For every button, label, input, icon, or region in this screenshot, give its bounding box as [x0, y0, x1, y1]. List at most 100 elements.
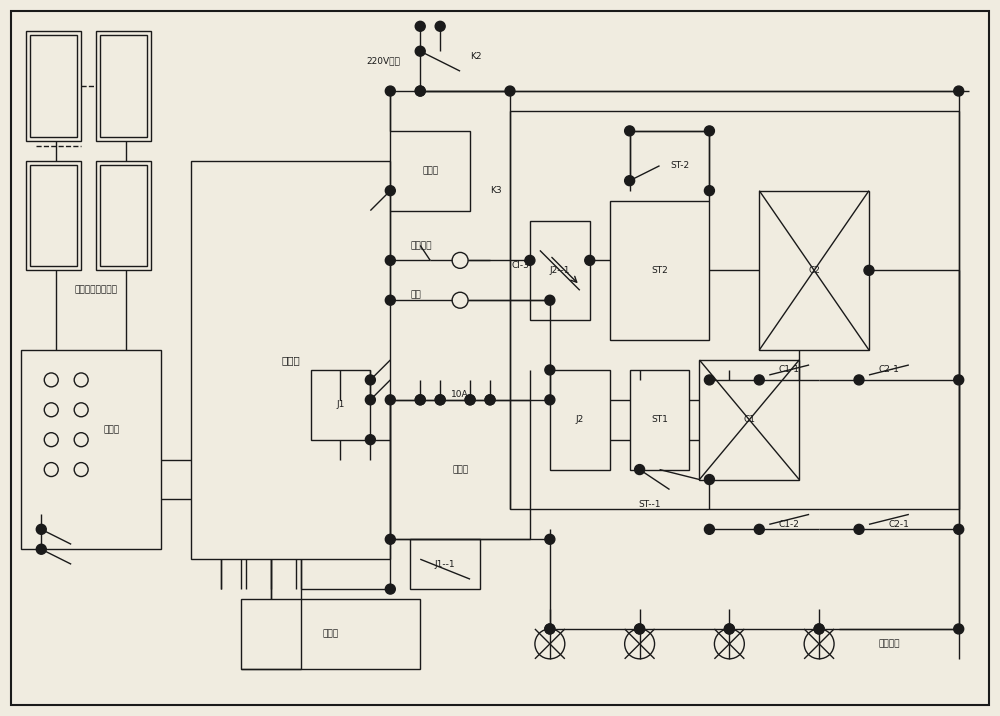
Circle shape	[385, 584, 395, 594]
Text: C2-1: C2-1	[888, 520, 909, 529]
Circle shape	[415, 86, 425, 96]
Bar	[390, 131, 470, 211]
Circle shape	[814, 624, 824, 634]
Circle shape	[365, 435, 375, 445]
Circle shape	[545, 395, 555, 405]
Circle shape	[754, 375, 764, 385]
Bar	[21, 350, 161, 549]
Bar	[96, 161, 151, 271]
Circle shape	[385, 534, 395, 544]
Bar	[410, 539, 480, 589]
Text: 太阳能电池板阵列: 太阳能电池板阵列	[75, 286, 118, 295]
Circle shape	[754, 524, 764, 534]
Circle shape	[704, 185, 714, 195]
Bar	[26, 32, 81, 141]
Circle shape	[635, 624, 645, 634]
Text: 时控器: 时控器	[422, 166, 438, 175]
Text: 光控开关: 光控开关	[410, 241, 432, 250]
Bar	[630, 370, 689, 470]
Bar	[530, 221, 590, 320]
Circle shape	[435, 395, 445, 405]
Circle shape	[625, 175, 635, 185]
Bar	[100, 35, 147, 137]
Circle shape	[36, 544, 46, 554]
Text: J1--1: J1--1	[435, 560, 455, 569]
Text: K3: K3	[490, 186, 502, 195]
Circle shape	[625, 126, 635, 136]
Bar	[759, 190, 869, 350]
Circle shape	[485, 395, 495, 405]
Circle shape	[954, 375, 964, 385]
Text: C1-2: C1-2	[779, 520, 800, 529]
Circle shape	[385, 295, 395, 305]
Bar	[30, 35, 77, 137]
Bar	[191, 161, 390, 559]
Text: 控制器: 控制器	[281, 355, 300, 365]
Circle shape	[415, 86, 425, 96]
Text: 220V输入: 220V输入	[366, 57, 400, 66]
Text: J2--1: J2--1	[550, 266, 570, 275]
Text: CI-3: CI-3	[511, 261, 529, 270]
Circle shape	[545, 624, 555, 634]
Text: C1: C1	[743, 415, 755, 425]
Circle shape	[505, 86, 515, 96]
Circle shape	[365, 395, 375, 405]
Circle shape	[635, 624, 645, 634]
Circle shape	[545, 624, 555, 634]
Circle shape	[954, 86, 964, 96]
Circle shape	[814, 624, 824, 634]
Text: 10A: 10A	[451, 390, 469, 400]
Circle shape	[385, 185, 395, 195]
Circle shape	[954, 624, 964, 634]
Text: ST2: ST2	[651, 266, 668, 275]
Circle shape	[545, 365, 555, 375]
Circle shape	[954, 524, 964, 534]
Circle shape	[415, 395, 425, 405]
Circle shape	[724, 624, 734, 634]
Circle shape	[385, 395, 395, 405]
Text: J1: J1	[336, 400, 345, 410]
Circle shape	[724, 624, 734, 634]
Text: C2: C2	[808, 266, 820, 275]
Bar	[311, 370, 370, 440]
Circle shape	[525, 256, 535, 266]
Text: ST-2: ST-2	[670, 161, 689, 170]
Bar	[610, 200, 709, 340]
Bar	[241, 599, 420, 669]
Text: K2: K2	[470, 52, 482, 61]
Circle shape	[415, 21, 425, 32]
Bar	[100, 165, 147, 266]
Circle shape	[545, 295, 555, 305]
Text: 逆变器: 逆变器	[452, 465, 468, 474]
Bar	[390, 400, 530, 539]
Circle shape	[36, 524, 46, 534]
Bar	[699, 360, 799, 480]
Text: ST1: ST1	[651, 415, 668, 425]
Circle shape	[415, 47, 425, 56]
Text: C1-1: C1-1	[779, 365, 800, 374]
Text: 路灯线路: 路灯线路	[879, 639, 900, 649]
Circle shape	[704, 475, 714, 485]
Bar	[26, 161, 81, 271]
Circle shape	[854, 524, 864, 534]
Circle shape	[854, 375, 864, 385]
Circle shape	[545, 534, 555, 544]
Circle shape	[435, 395, 445, 405]
Bar	[30, 165, 77, 266]
Circle shape	[704, 524, 714, 534]
Circle shape	[704, 375, 714, 385]
Circle shape	[465, 395, 475, 405]
Bar	[96, 32, 151, 141]
Circle shape	[385, 256, 395, 266]
Circle shape	[385, 86, 395, 96]
Circle shape	[585, 256, 595, 266]
Text: 汇流箱: 汇流箱	[103, 425, 119, 434]
Circle shape	[704, 126, 714, 136]
Circle shape	[465, 395, 475, 405]
Circle shape	[485, 395, 495, 405]
Text: 电池组: 电池组	[322, 629, 339, 639]
Circle shape	[415, 395, 425, 405]
Circle shape	[435, 21, 445, 32]
Circle shape	[635, 465, 645, 475]
Circle shape	[864, 266, 874, 276]
